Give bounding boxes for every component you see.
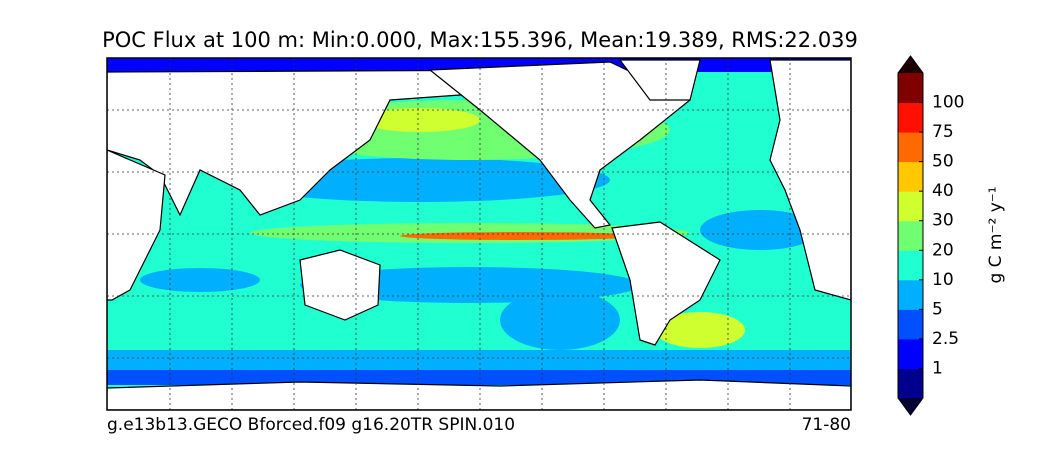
colorbar-segment [898, 73, 923, 104]
colorbar-tick-label: 20 [932, 240, 954, 260]
colorbar-segment [898, 368, 923, 399]
colorbar-tick-label: 10 [932, 270, 954, 290]
colorbar-tick-label: 30 [932, 211, 954, 231]
colorbar-tick-label: 100 [932, 93, 964, 113]
colorbar-segment [898, 102, 923, 133]
colorbar-segment [898, 309, 923, 340]
land [107, 149, 166, 301]
colorbar-segment [898, 132, 923, 163]
colorbar-label: g C m⁻² y⁻¹ [986, 186, 1006, 283]
map-frame [106, 57, 852, 411]
colorbar-extend-high [898, 56, 923, 73]
colorbar-tick-label: 75 [932, 122, 954, 142]
band [655, 312, 745, 348]
map-title: POC Flux at 100 m: Min:0.000, Max:155.39… [102, 28, 858, 52]
colorbar-tick-label: 5 [932, 299, 943, 319]
colorbar-segment [898, 338, 923, 369]
map [107, 58, 851, 410]
colorbar-extend-low [898, 398, 923, 415]
land [299, 249, 381, 321]
footer-right: 71-80 [802, 415, 851, 435]
graticule [107, 58, 851, 410]
colorbar-segment [898, 250, 923, 281]
colorbar-segment [898, 191, 923, 222]
colorbar-tick-label: 50 [932, 152, 954, 172]
colorbar-segment [898, 220, 923, 251]
colorbar-tick-label: 40 [932, 181, 954, 201]
land [618, 59, 701, 101]
band [400, 232, 640, 240]
footer-left: g.e13b13.GECO Bforced.f09 g16.20TR SPIN.… [107, 415, 515, 435]
gyre [140, 268, 260, 292]
colorbar-segment [898, 279, 923, 310]
land [107, 379, 851, 410]
colorbar-segment [898, 161, 923, 192]
colorbar-outline [897, 55, 924, 416]
colorbar-tick-label: 2.5 [932, 329, 959, 349]
colorbar-tick-label: 1 [932, 358, 943, 378]
band [360, 108, 480, 132]
gyre [500, 290, 620, 350]
